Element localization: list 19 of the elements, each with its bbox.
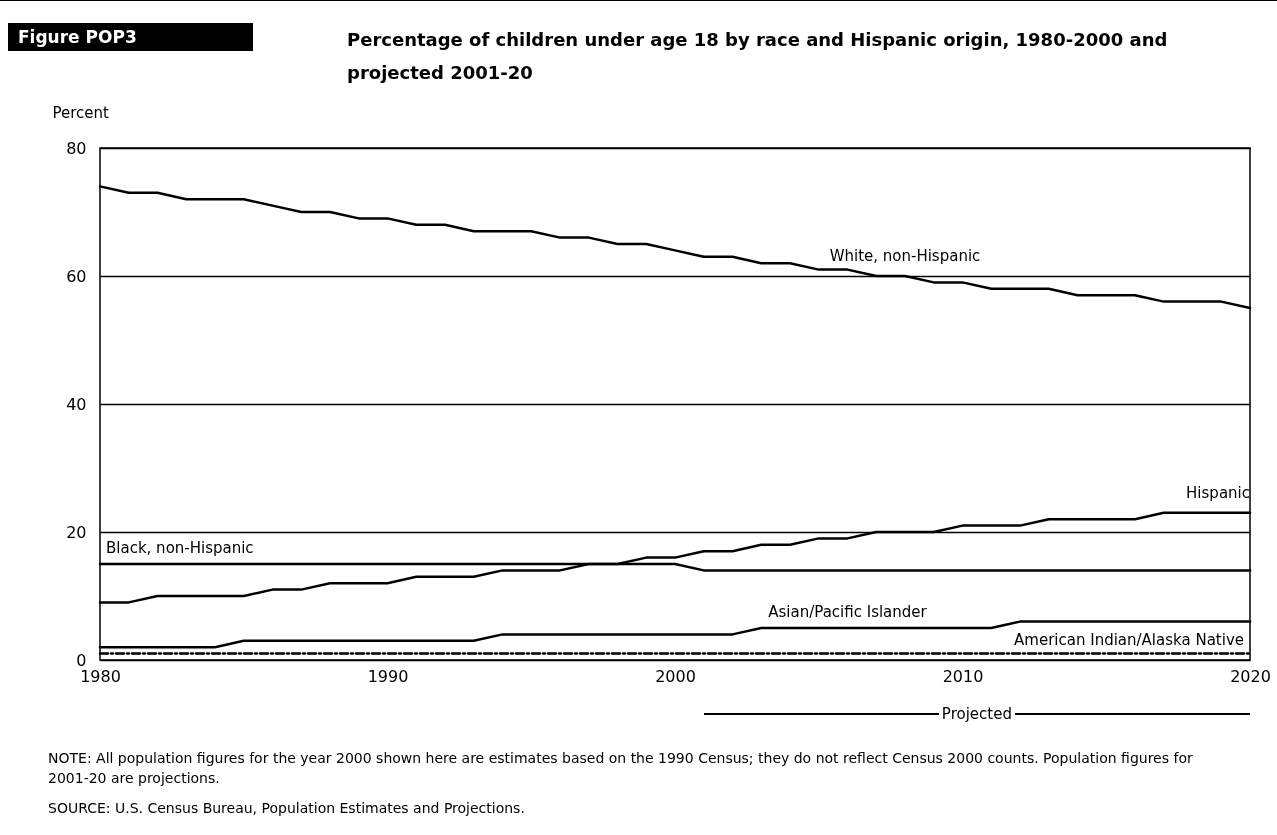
series-label: American Indian/Alaska Native [1014, 630, 1244, 649]
x-tick-label: 2000 [655, 666, 696, 686]
text: NOTE: All population figures for the year 2000 shown here are estimates based on the 1990 Census; they do not reflect Census 2000 counts. Population figures for 2001-20 are projections. [48, 749, 1194, 788]
series-label: Hispanic [1186, 483, 1250, 502]
y-tick-label: 60 [66, 266, 87, 286]
series-label: White, non-Hispanic [829, 247, 981, 265]
y-axis-title: Percent [52, 103, 110, 122]
y-tick-label: 40 [66, 394, 87, 414]
text: Figure POP3 [8, 23, 253, 51]
series-label: Black, non-Hispanic [106, 539, 254, 557]
source-note: SOURCE: U.S. Census Bureau, Population Estimates and Projections. [48, 799, 526, 818]
x-tick-label: 2020 [1230, 666, 1271, 686]
y-tick-label: 20 [66, 522, 87, 542]
x-tick-label: 2010 [942, 666, 984, 686]
chart-title: Percentage of children under age 18 by race and Hispanic origin, 1980-2000 and projected 2001-20 [347, 28, 1169, 85]
x-tick-label: 1990 [367, 666, 409, 686]
y-tick-label: 80 [66, 138, 87, 158]
series-label: Asian/Pacific Islander [768, 603, 928, 621]
projected-span-bracket: Projected [703, 705, 1250, 723]
